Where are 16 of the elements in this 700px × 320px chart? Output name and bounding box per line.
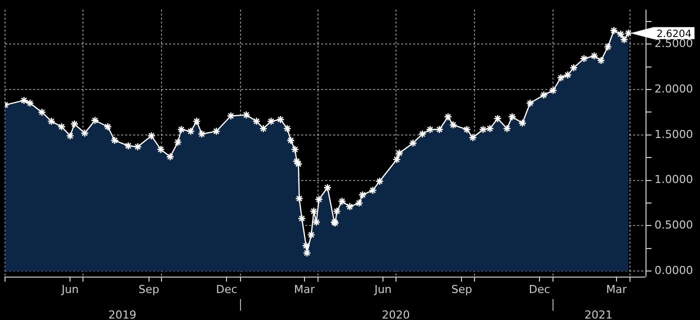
y-tick-label: 0.0000 <box>654 264 694 278</box>
x2-tick-label: 2020 <box>382 308 410 320</box>
y-tick-label: 2.0000 <box>654 82 694 96</box>
x2-tick-label: 2021 <box>584 308 612 320</box>
x-tick-label: Dec <box>528 283 550 296</box>
x2-tick-label: 2019 <box>108 308 136 320</box>
y-tick-label: 0.5000 <box>654 218 694 232</box>
x-tick-label: Dec <box>216 283 238 296</box>
y-tick-label: 1.5000 <box>654 128 694 141</box>
y-tick-label: 1.0000 <box>654 173 694 186</box>
x-tick-label: Sep <box>138 283 160 296</box>
x-tick-label: Jun <box>60 283 79 296</box>
x-tick-label: Sep <box>451 283 472 296</box>
x-tick-label: Mar <box>294 283 316 296</box>
x-tick-label: Mar <box>606 283 628 296</box>
x-tick-label: Jun <box>373 283 392 296</box>
